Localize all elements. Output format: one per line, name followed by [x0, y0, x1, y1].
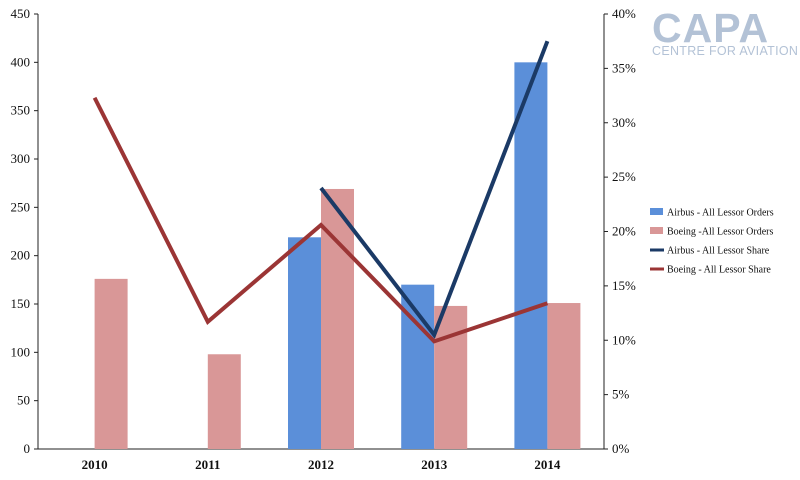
legend-swatch	[650, 227, 663, 234]
axes: 0 50 100 150 200 250 300 350 400 450 0% 5% 10% 15% 20%…	[11, 6, 637, 472]
bar-airbus-orders	[514, 62, 548, 449]
right-tick-label: 10%	[612, 332, 636, 347]
left-tick-label: 150	[11, 296, 31, 311]
left-tick-label: 400	[11, 54, 31, 69]
bar-boeing-orders	[207, 354, 241, 449]
line-airbus-share	[319, 40, 550, 339]
legend-label: Airbus - All Lessor Orders	[667, 208, 774, 219]
capa-logo: CAPA CENTRE FOR AVIATION	[652, 5, 798, 58]
bars	[94, 62, 581, 449]
right-tick-label: 25%	[612, 169, 636, 184]
legend-label: Airbus - All Lessor Share	[667, 246, 770, 257]
right-tick-label: 30%	[612, 115, 636, 130]
category-label: 2013	[421, 457, 448, 472]
bar-boeing-orders	[94, 278, 128, 449]
category-label: 2010	[82, 457, 108, 472]
legend-label: Boeing - All Lessor Share	[667, 265, 771, 276]
bar-airbus-orders	[288, 237, 321, 449]
left-tick-label: 250	[11, 199, 31, 214]
legend-label: Boeing -All Lessor Orders	[667, 227, 773, 238]
left-tick-label: 300	[11, 151, 31, 166]
bar-boeing-orders	[434, 305, 468, 449]
line-boeing-share	[92, 96, 549, 344]
right-tick-label: 15%	[612, 278, 636, 293]
left-tick-label: 0	[24, 441, 31, 456]
left-tick-label: 100	[11, 344, 31, 359]
category-label: 2011	[195, 457, 220, 472]
category-label: 2012	[308, 457, 334, 472]
right-tick-label: 20%	[612, 224, 636, 239]
legend-swatch	[650, 208, 663, 215]
left-tick-label: 350	[11, 103, 31, 118]
right-tick-label: 5%	[612, 387, 630, 402]
bar-airbus-orders	[401, 284, 435, 449]
left-tick-label: 450	[11, 6, 31, 21]
legend: Airbus - All Lessor Orders Boeing -All Le…	[650, 208, 774, 276]
left-tick-label: 50	[17, 393, 30, 408]
category-label: 2014	[534, 457, 561, 472]
logo-sub-text: CENTRE FOR AVIATION	[652, 44, 798, 58]
bar-boeing-orders	[547, 303, 581, 449]
right-tick-label: 35%	[612, 60, 636, 75]
left-tick-label: 200	[11, 248, 31, 263]
share-lines	[92, 40, 550, 344]
right-tick-label: 0%	[612, 441, 630, 456]
logo-main-text: CAPA	[652, 5, 769, 51]
right-tick-label: 40%	[612, 6, 636, 21]
